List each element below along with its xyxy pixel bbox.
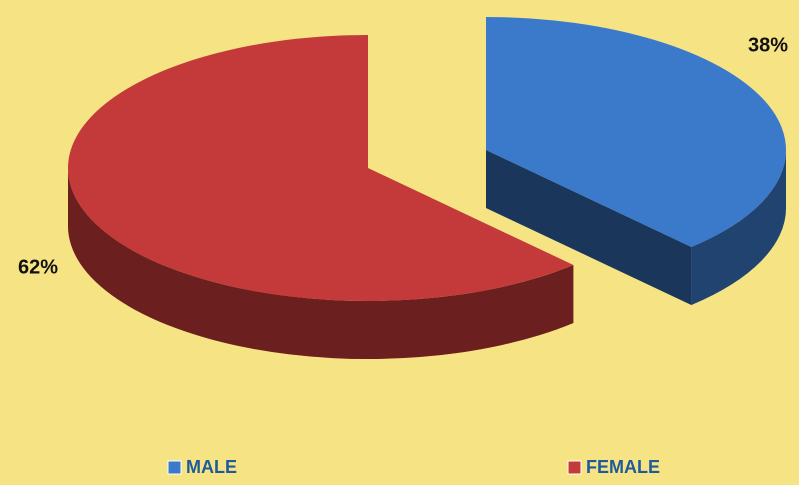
value-label: 62% [18,256,58,278]
value-label: 38% [748,34,788,56]
slice-shade [691,150,787,305]
legend-label: FEMALE [586,457,660,477]
legend-label: MALE [186,457,237,477]
slice-side [68,168,574,359]
slice-side [691,150,787,305]
slice-top [486,17,787,247]
slice-shade [486,150,692,305]
legend-swatch [567,460,582,475]
slice-shade [68,168,574,359]
legend-swatch [167,460,182,475]
slice-top [67,35,574,302]
